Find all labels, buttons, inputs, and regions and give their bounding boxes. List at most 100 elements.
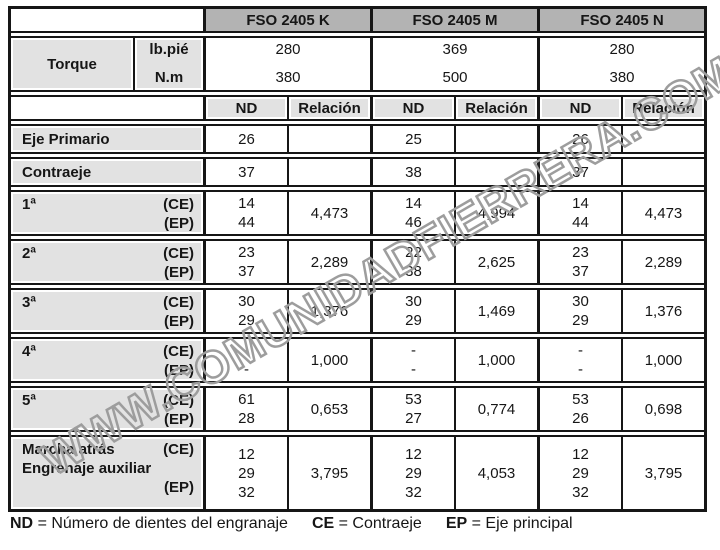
torque-value: 280 380 [203, 38, 370, 90]
ratio-value: 4,473 [621, 192, 704, 234]
table-row: 5ª (CE) (EP) 61 28 0,653 53 27 0,774 53 … [11, 386, 704, 432]
ratio-value: 2,289 [621, 241, 704, 283]
gear-marks: (CE) (EP) [163, 343, 194, 379]
table-row: Marcha atrás Engrenaje auxiliar (CE) (EP… [11, 435, 704, 509]
nd-value: 53 26 [537, 388, 621, 430]
nd-value: 37 [203, 159, 287, 185]
legend-text: = Eje principal [471, 515, 573, 532]
ratio-value: 4,473 [287, 192, 370, 234]
nd-value: 26 [203, 126, 287, 152]
gear-marks: (CE) (EP) [163, 294, 194, 330]
nd-value: 14 44 [203, 192, 287, 234]
legend-key: ND [10, 515, 34, 532]
nd-value: 26 [537, 126, 621, 152]
nd-value: - - [203, 339, 287, 381]
legend-key: CE [311, 515, 335, 532]
gear-label: 3ª [22, 294, 36, 311]
gear-label-cell: 1ª (CE) (EP) [11, 192, 203, 234]
legend-text: = Contraeje [338, 515, 422, 532]
model-header-row: FSO 2405 K FSO 2405 M FSO 2405 N [11, 9, 704, 33]
gear-label: 2ª [22, 245, 36, 262]
ratio-value [454, 159, 537, 185]
ratio-value: 1,000 [621, 339, 704, 381]
torque-row: Torque lb.pié N.m 280 380 369 500 280 38… [11, 36, 704, 92]
model-header: FSO 2405 M [370, 9, 537, 31]
nd-value: 53 27 [370, 388, 454, 430]
spec-table: FSO 2405 K FSO 2405 M FSO 2405 N Torque … [8, 6, 707, 512]
nd-value: 23 37 [537, 241, 621, 283]
ratio-value: 1,469 [454, 290, 537, 332]
ratio-value: 1,376 [621, 290, 704, 332]
ratio-value [621, 159, 704, 185]
gear-label-cell: 3ª (CE) (EP) [11, 290, 203, 332]
gear-label-cell: 2ª (CE) (EP) [11, 241, 203, 283]
reverse-marks: (CE) (EP) [163, 441, 194, 496]
ratio-value: 0,653 [287, 388, 370, 430]
gear-label: 5ª [22, 392, 36, 409]
column-header-row: ND Relación ND Relación ND Relación [11, 95, 704, 121]
table-row: 1ª (CE) (EP) 14 44 4,473 14 46 4,994 14 … [11, 190, 704, 236]
ratio-column-header: Relación [287, 97, 370, 119]
torque-units: lb.pié N.m [133, 38, 203, 90]
legend-item: EP = Eje principal [446, 515, 573, 533]
ratio-column-header: Relación [454, 97, 537, 119]
model-header: FSO 2405 K [203, 9, 370, 31]
gear-label: 1ª [22, 196, 36, 213]
ratio-value [621, 126, 704, 152]
ratio-value: 2,289 [287, 241, 370, 283]
gear-marks: (CE) (EP) [163, 392, 194, 428]
nd-value: 25 [370, 126, 454, 152]
nd-value: 38 [370, 159, 454, 185]
row-label: Eje Primario [22, 130, 110, 148]
ratio-value: 1,000 [454, 339, 537, 381]
gear-label-cell: 4ª (CE) (EP) [11, 339, 203, 381]
ratio-value: 4,994 [454, 192, 537, 234]
nd-value: 30 29 [203, 290, 287, 332]
gear-marks: (CE) (EP) [163, 196, 194, 232]
gear-label-cell: 5ª (CE) (EP) [11, 388, 203, 430]
nd-value: 22 38 [370, 241, 454, 283]
nd-value: 61 28 [203, 388, 287, 430]
nd-value: 23 37 [203, 241, 287, 283]
legend-text: = Número de dientes del engranaje [37, 515, 288, 532]
torque-label: Torque [11, 38, 133, 90]
table-row: 3ª (CE) (EP) 30 29 1,376 30 29 1,469 30 … [11, 288, 704, 334]
nd-value: 12 29 32 [203, 437, 287, 509]
nd-column-header: ND [203, 97, 287, 119]
row-label: Contraeje [22, 163, 92, 181]
ratio-value: 3,795 [621, 437, 704, 509]
ratio-value [287, 126, 370, 152]
ratio-value: 0,698 [621, 388, 704, 430]
nd-column-header: ND [370, 97, 454, 119]
gear-marks: (CE) (EP) [163, 245, 194, 281]
table-row: Eje Primario 26 25 26 [11, 124, 704, 154]
nd-value: 14 44 [537, 192, 621, 234]
row-label-cell: Contraeje [11, 159, 203, 185]
blank-cell [11, 97, 203, 119]
nd-value: - - [370, 339, 454, 381]
nd-value: 12 29 32 [370, 437, 454, 509]
ratio-value: 1,000 [287, 339, 370, 381]
gear-label: 4ª [22, 343, 36, 360]
nd-column-header: ND [537, 97, 621, 119]
nd-value: 30 29 [537, 290, 621, 332]
legend-key: EP [445, 515, 468, 532]
ratio-value: 0,774 [454, 388, 537, 430]
torque-value: 369 500 [370, 38, 537, 90]
model-header: FSO 2405 N [537, 9, 704, 31]
ratio-value: 1,376 [287, 290, 370, 332]
legend: ND = Número de dientes del engranaje CE … [10, 515, 573, 533]
torque-value: 280 380 [537, 38, 704, 90]
table-row: 4ª (CE) (EP) - - 1,000 - - 1,000 - - 1,0… [11, 337, 704, 383]
table-row: 2ª (CE) (EP) 23 37 2,289 22 38 2,625 23 … [11, 239, 704, 285]
reverse-label: Marcha atrás Engrenaje auxiliar [22, 441, 152, 477]
ratio-value [454, 126, 537, 152]
reverse-label-cell: Marcha atrás Engrenaje auxiliar (CE) (EP… [11, 437, 203, 509]
ratio-value: 3,795 [287, 437, 370, 509]
legend-item: ND = Número de dientes del engranaje [10, 515, 288, 533]
nd-value: - - [537, 339, 621, 381]
nd-value: 12 29 32 [537, 437, 621, 509]
nd-value: 37 [537, 159, 621, 185]
legend-item: CE = Contraeje [312, 515, 422, 533]
ratio-value: 4,053 [454, 437, 537, 509]
